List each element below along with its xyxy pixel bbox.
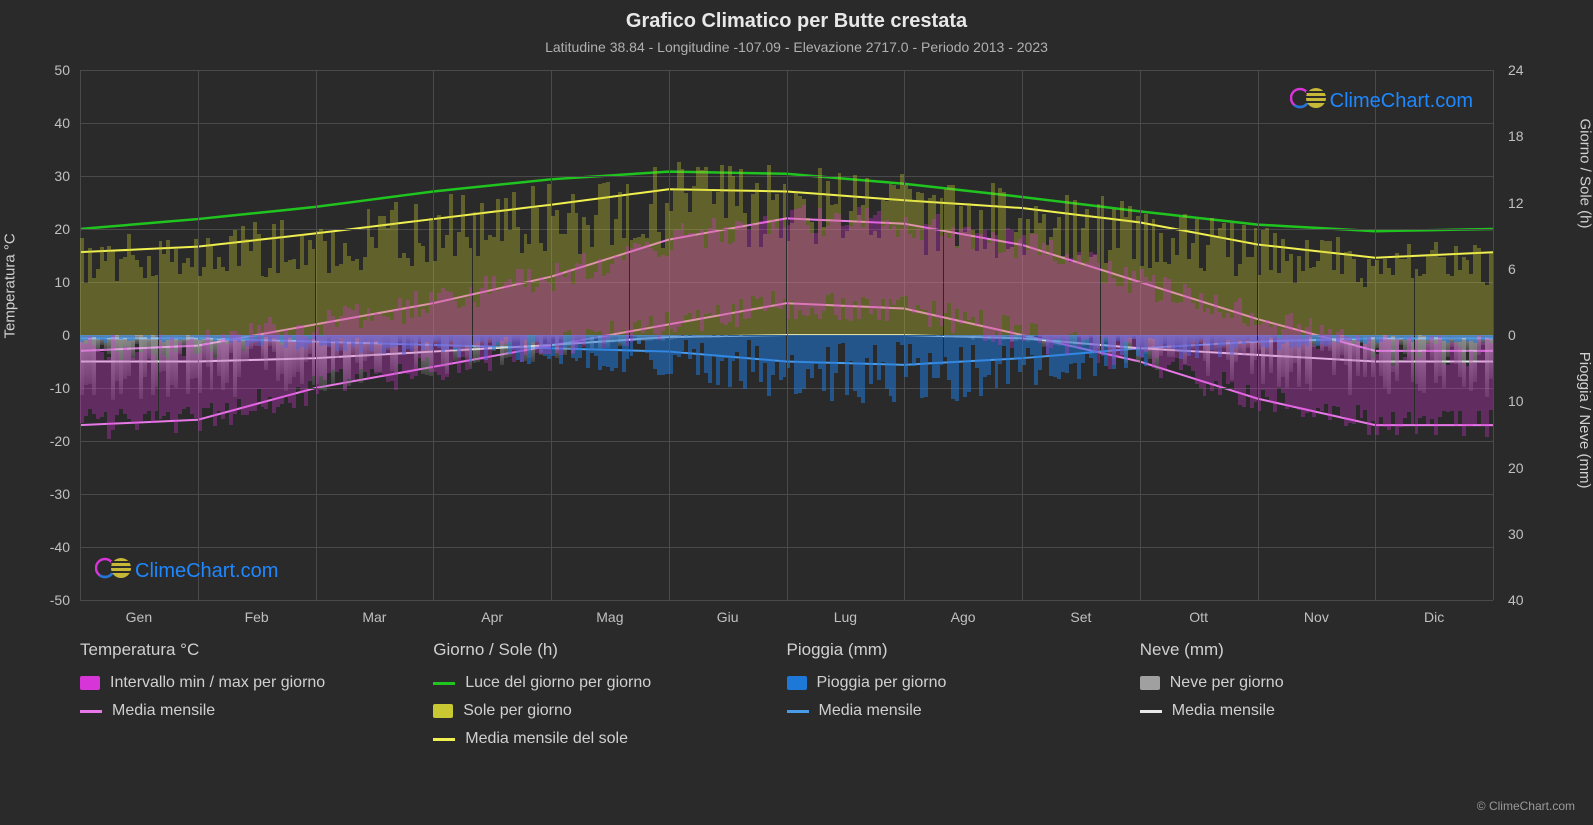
- rain-bar: [1489, 335, 1493, 339]
- legend-column: Giorno / Sole (h) Luce del giorno per gio…: [433, 640, 786, 758]
- x-tick-month: Ott: [1189, 609, 1208, 625]
- watermark-logo-icon: [1290, 85, 1330, 117]
- x-tick-month: Lug: [834, 609, 857, 625]
- y-axis-left-title: Temperatura °C: [2, 233, 19, 338]
- y-tick-left: -10: [30, 380, 70, 396]
- x-tick-month: Set: [1070, 609, 1091, 625]
- legend-line-icon: [433, 738, 455, 741]
- legend-label: Neve per giorno: [1170, 674, 1284, 692]
- x-tick-month: Dic: [1424, 609, 1444, 625]
- sun-bar: [1489, 253, 1493, 335]
- y-tick-left: -40: [30, 539, 70, 555]
- legend-item: Pioggia per giorno: [787, 674, 1140, 692]
- legend-label: Luce del giorno per giorno: [465, 674, 651, 692]
- legend-label: Sole per giorno: [463, 702, 572, 720]
- y-tick-left: -20: [30, 433, 70, 449]
- y-tick-right-hours: 6: [1508, 261, 1548, 277]
- legend-line-icon: [433, 682, 455, 685]
- x-tick-month: Apr: [481, 609, 503, 625]
- x-tick-month: Nov: [1304, 609, 1329, 625]
- legend-line-icon: [1140, 710, 1162, 713]
- watermark-text: ClimeChart.com: [1330, 90, 1473, 113]
- grid-line-h: [80, 600, 1493, 601]
- legend-header: Pioggia (mm): [787, 640, 1140, 660]
- chart-title: Grafico Climatico per Butte crestata: [0, 0, 1593, 33]
- x-tick-month: Feb: [245, 609, 269, 625]
- temp-range-bar: [1489, 343, 1493, 409]
- y-tick-right-mm: 40: [1508, 592, 1548, 608]
- legend-item: Media mensile: [80, 702, 433, 720]
- legend-line-icon: [80, 710, 102, 713]
- y-tick-right-mm: 30: [1508, 526, 1548, 542]
- y-tick-right-hours: 24: [1508, 62, 1548, 78]
- y-tick-left: 10: [30, 274, 70, 290]
- legend-item: Media mensile: [787, 702, 1140, 720]
- legend-item: Media mensile: [1140, 702, 1493, 720]
- rain-bar: [892, 335, 896, 402]
- plot-area: -50-40-30-20-100102030405006121824102030…: [80, 70, 1493, 600]
- legend-swatch-icon: [1140, 676, 1160, 690]
- x-tick-month: Gen: [126, 609, 152, 625]
- y-axis-right-top-title: Giorno / Sole (h): [1577, 118, 1593, 228]
- y-tick-right-mm: 20: [1508, 460, 1548, 476]
- y-tick-left: 0: [30, 327, 70, 343]
- x-tick-month: Mar: [362, 609, 386, 625]
- y-tick-left: 40: [30, 115, 70, 131]
- legend-item: Luce del giorno per giorno: [433, 674, 786, 692]
- legend-item: Intervallo min / max per giorno: [80, 674, 433, 692]
- y-tick-right-hours: 18: [1508, 128, 1548, 144]
- rain-bar: [743, 335, 747, 389]
- copyright-text: © ClimeChart.com: [1477, 799, 1575, 813]
- legend-swatch-icon: [80, 676, 100, 690]
- legend-swatch-icon: [433, 704, 453, 718]
- x-tick-month: Giu: [717, 609, 739, 625]
- legend-label: Intervallo min / max per giorno: [110, 674, 325, 692]
- grid-line-v: [1493, 70, 1494, 600]
- legend-column: Temperatura °C Intervallo min / max per g…: [80, 640, 433, 758]
- legend-label: Media mensile: [112, 702, 215, 720]
- legend-label: Media mensile: [1172, 702, 1275, 720]
- climate-chart: Grafico Climatico per Butte crestata Lat…: [0, 0, 1593, 825]
- y-tick-left: 50: [30, 62, 70, 78]
- y-tick-right-mm: 10: [1508, 393, 1548, 409]
- legend-label: Media mensile: [819, 702, 922, 720]
- chart-subtitle: Latitudine 38.84 - Longitudine -107.09 -…: [0, 33, 1593, 55]
- y-tick-left: 30: [30, 168, 70, 184]
- y-tick-right-hours: 0: [1508, 327, 1548, 343]
- x-tick-month: Mag: [596, 609, 623, 625]
- legend-item: Neve per giorno: [1140, 674, 1493, 692]
- watermark: ClimeChart.com: [95, 555, 278, 587]
- legend-label: Pioggia per giorno: [817, 674, 947, 692]
- legend-item: Sole per giorno: [433, 702, 786, 720]
- y-tick-right-hours: 12: [1508, 195, 1548, 211]
- x-tick-month: Ago: [951, 609, 976, 625]
- legend: Temperatura °C Intervallo min / max per g…: [80, 640, 1493, 758]
- legend-column: Pioggia (mm) Pioggia per giorno Media mens…: [787, 640, 1140, 758]
- y-tick-left: 20: [30, 221, 70, 237]
- watermark-text: ClimeChart.com: [135, 560, 278, 583]
- legend-line-icon: [787, 710, 809, 713]
- watermark-logo-icon: [95, 555, 135, 587]
- legend-swatch-icon: [787, 676, 807, 690]
- legend-header: Temperatura °C: [80, 640, 433, 660]
- watermark: ClimeChart.com: [1290, 85, 1473, 117]
- legend-header: Neve (mm): [1140, 640, 1493, 660]
- legend-label: Media mensile del sole: [465, 730, 628, 748]
- legend-item: Media mensile del sole: [433, 730, 786, 748]
- y-tick-left: -50: [30, 592, 70, 608]
- legend-column: Neve (mm) Neve per giorno Media mensile: [1140, 640, 1493, 758]
- legend-header: Giorno / Sole (h): [433, 640, 786, 660]
- y-tick-left: -30: [30, 486, 70, 502]
- y-axis-right-bottom-title: Pioggia / Neve (mm): [1577, 352, 1593, 489]
